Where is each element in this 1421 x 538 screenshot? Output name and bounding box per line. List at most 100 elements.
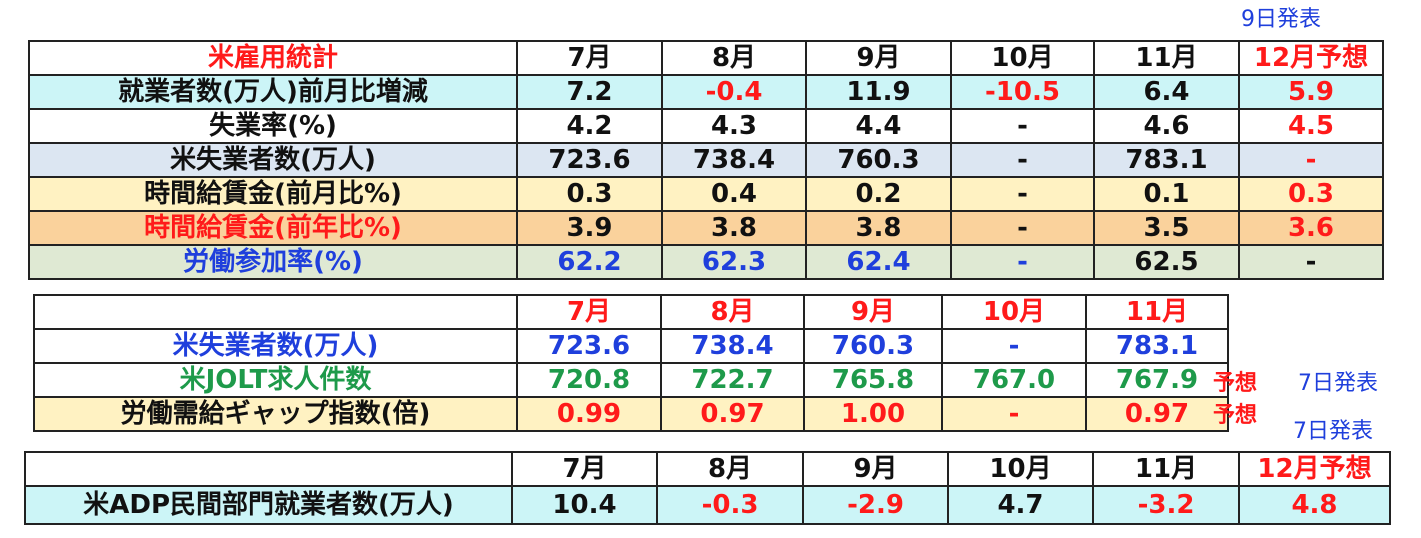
value-cell: 7.2 [516, 74, 663, 110]
value-cell: 760.3 [805, 142, 952, 178]
table-title [33, 294, 518, 330]
labor-gap-table: 7月 8月 9月 10月 11月 米失業者数(万人) 723.6 738.4 7… [33, 294, 1229, 432]
table-row: 米ADP民間部門就業者数(万人) 10.4 -0.3 -2.9 4.7 -3.2… [24, 485, 1391, 525]
release-note-jolt: 7日発表 [1298, 371, 1378, 396]
value-cell: 4.4 [805, 108, 952, 144]
header-cell: 10月 [941, 294, 1087, 330]
value-cell: 3.5 [1093, 210, 1240, 246]
value-cell: - [950, 244, 1095, 280]
value-cell: 765.8 [803, 362, 943, 398]
forecast-cell: 4.8 [1238, 485, 1391, 525]
value-cell: - [950, 108, 1095, 144]
value-cell: 0.4 [661, 176, 807, 212]
table-row: 就業者数(万人)前月比増減 7.2 -0.4 11.9 -10.5 6.4 5.… [28, 74, 1384, 110]
header-cell: 11月 [1093, 40, 1240, 76]
table-row: 米失業者数(万人) 723.6 738.4 760.3 - 783.1 - [28, 142, 1384, 178]
value-cell: 760.3 [803, 328, 943, 364]
value-cell: 4.6 [1093, 108, 1240, 144]
table-title: 米雇用統計 [28, 40, 518, 76]
table-header-row: 7月 8月 9月 10月 11月 [33, 294, 1229, 330]
header-cell: 9月 [803, 294, 943, 330]
value-cell: 62.4 [805, 244, 952, 280]
value-cell: 0.1 [1093, 176, 1240, 212]
value-cell: 4.3 [661, 108, 807, 144]
value-cell: 62.5 [1093, 244, 1240, 280]
value-cell: 723.6 [516, 142, 663, 178]
row-label: 米ADP民間部門就業者数(万人) [24, 485, 513, 525]
forecast-cell: - [1238, 244, 1384, 280]
value-cell: 62.3 [661, 244, 807, 280]
release-note-employment: 9日発表 [1241, 7, 1321, 32]
release-note-gap: 7日発表 [1293, 419, 1373, 444]
row-label: 米失業者数(万人) [28, 142, 518, 178]
header-cell: 9月 [802, 451, 949, 487]
value-cell: 6.4 [1093, 74, 1240, 110]
forecast-cell: 3.6 [1238, 210, 1384, 246]
header-cell-forecast: 12月予想 [1238, 451, 1391, 487]
value-cell: 0.99 [516, 396, 662, 432]
value-cell: 11.9 [805, 74, 952, 110]
header-cell-forecast: 12月予想 [1238, 40, 1384, 76]
value-cell: 4.2 [516, 108, 663, 144]
header-cell: 7月 [511, 451, 658, 487]
value-cell: - [950, 176, 1095, 212]
table-row: 米JOLT求人件数 720.8 722.7 765.8 767.0 767.9 [33, 362, 1229, 398]
gap-forecast-label: 予想 [1213, 403, 1258, 428]
value-cell: 3.8 [661, 210, 807, 246]
row-label: 失業率(%) [28, 108, 518, 144]
jolt-forecast-label: 予想 [1213, 371, 1258, 396]
header-cell: 7月 [516, 294, 662, 330]
value-cell: 0.97 [660, 396, 805, 432]
table-row: 失業率(%) 4.2 4.3 4.4 - 4.6 4.5 [28, 108, 1384, 144]
header-cell: 10月 [947, 451, 1094, 487]
value-cell: 783.1 [1085, 328, 1229, 364]
row-label: 時間給賃金(前年比%) [28, 210, 518, 246]
table-row: 時間給賃金(前年比%) 3.9 3.8 3.8 - 3.5 3.6 [28, 210, 1384, 246]
forecast-cell: 0.3 [1238, 176, 1384, 212]
row-label: 米JOLT求人件数 [33, 362, 518, 398]
value-cell: 0.2 [805, 176, 952, 212]
table-header-row: 7月 8月 9月 10月 11月 12月予想 [24, 451, 1391, 487]
value-cell: 3.9 [516, 210, 663, 246]
value-cell: 10.4 [511, 485, 658, 525]
value-cell: 1.00 [803, 396, 943, 432]
value-cell: 767.9 [1085, 362, 1229, 398]
value-cell: 4.7 [947, 485, 1094, 525]
table-title [24, 451, 513, 487]
value-cell: - [941, 328, 1087, 364]
value-cell: 0.3 [516, 176, 663, 212]
value-cell: 723.6 [516, 328, 662, 364]
header-cell: 11月 [1085, 294, 1229, 330]
value-cell: -0.3 [656, 485, 804, 525]
table-row: 労働参加率(%) 62.2 62.3 62.4 - 62.5 - [28, 244, 1384, 280]
row-label: 労働参加率(%) [28, 244, 518, 280]
header-cell: 9月 [805, 40, 952, 76]
value-cell: -3.2 [1092, 485, 1240, 525]
header-cell: 8月 [656, 451, 804, 487]
header-cell: 10月 [950, 40, 1095, 76]
table-row: 労働需給ギャップ指数(倍) 0.99 0.97 1.00 - 0.97 [33, 396, 1229, 432]
row-label: 就業者数(万人)前月比増減 [28, 74, 518, 110]
value-cell: 783.1 [1093, 142, 1240, 178]
value-cell: - [941, 396, 1087, 432]
value-cell: 767.0 [941, 362, 1087, 398]
employment-stats-table: 米雇用統計 7月 8月 9月 10月 11月 12月予想 就業者数(万人)前月比… [28, 40, 1384, 280]
row-label: 時間給賃金(前月比%) [28, 176, 518, 212]
header-cell: 8月 [660, 294, 805, 330]
value-cell: 0.97 [1085, 396, 1229, 432]
value-cell: - [950, 142, 1095, 178]
value-cell: 722.7 [660, 362, 805, 398]
row-label: 労働需給ギャップ指数(倍) [33, 396, 518, 432]
header-cell: 7月 [516, 40, 663, 76]
value-cell: 3.8 [805, 210, 952, 246]
forecast-cell: 4.5 [1238, 108, 1384, 144]
table-row: 米失業者数(万人) 723.6 738.4 760.3 - 783.1 [33, 328, 1229, 364]
value-cell: 738.4 [660, 328, 805, 364]
header-cell: 11月 [1092, 451, 1240, 487]
forecast-cell: - [1238, 142, 1384, 178]
value-cell: - [950, 210, 1095, 246]
value-cell: 720.8 [516, 362, 662, 398]
value-cell: 738.4 [661, 142, 807, 178]
adp-employment-table: 7月 8月 9月 10月 11月 12月予想 米ADP民間部門就業者数(万人) … [24, 451, 1391, 525]
value-cell: -10.5 [950, 74, 1095, 110]
